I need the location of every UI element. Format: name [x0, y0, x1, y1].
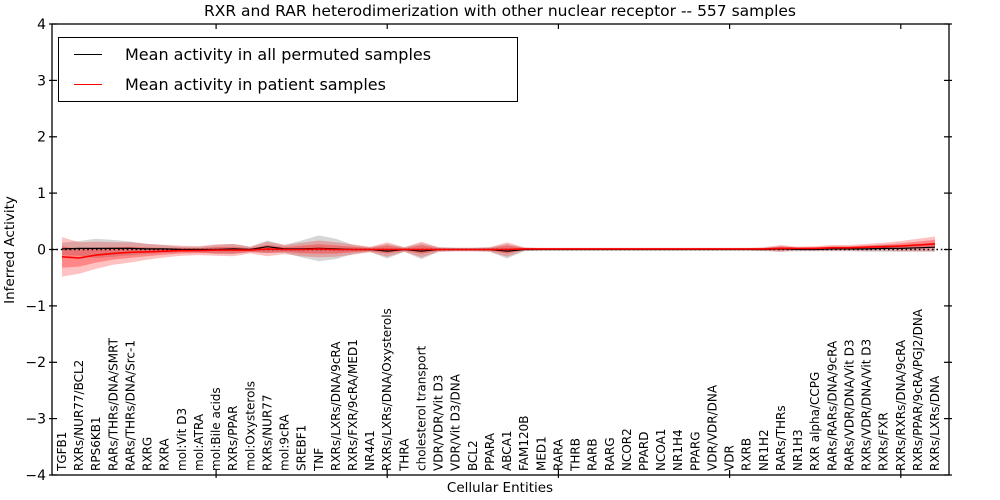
category-label: PPARD [637, 432, 651, 472]
category-label: RARG [603, 437, 617, 471]
category-label: mol:Vit D3 [175, 408, 189, 471]
category-label: VDR [723, 445, 737, 471]
category-label: VDR/VDR/DNA [706, 384, 720, 471]
category-label: BCL2 [466, 440, 480, 471]
legend-line-red-icon [74, 83, 102, 85]
category-label: RARs/VDR/DNA/Vit D3 [842, 339, 856, 471]
x-axis-title: Cellular Entities [447, 480, 553, 496]
category-label: RARB [586, 438, 600, 471]
category-label: RXRs/FXR/9cRA/MED1 [346, 339, 360, 471]
patient-inner-band [62, 239, 935, 268]
category-label: RPS6KB1 [89, 416, 103, 471]
patient-mean-line [61, 243, 936, 259]
legend-item-permuted: Mean activity in all permuted samples [59, 42, 517, 68]
category-label: cholesterol transport [415, 345, 429, 471]
ticks-layer [49, 23, 952, 478]
category-label: NR1H4 [671, 429, 685, 471]
category-label: RXRs/LXRs/DNA/Oxysterols [380, 308, 394, 471]
y-tick-label: −4 [25, 468, 46, 484]
permuted-std-band [62, 235, 935, 262]
category-label: ABCA1 [500, 431, 514, 471]
y-tick-label: 2 [37, 130, 46, 146]
category-label: NR1H2 [757, 429, 771, 471]
category-label: RARs/THRs [774, 405, 788, 471]
category-label: RXRA [158, 438, 172, 471]
category-label: RXRs/LXRs/DNA [928, 375, 942, 471]
y-axis-title: Inferred Activity [2, 196, 18, 304]
category-label: RXRs/VDR/DNA/Vit D3 [860, 339, 874, 471]
legend-item-patient: Mean activity in patient samples [59, 71, 517, 97]
lines-layer [52, 243, 949, 259]
category-label: NCOA1 [654, 429, 668, 471]
category-label: TNF [312, 448, 326, 472]
category-label: PPARG [688, 431, 702, 471]
category-label: mol:Bile acids [209, 387, 223, 471]
y-tick-label: 1 [37, 186, 46, 202]
category-label: VDR/Vit D3/DNA [449, 373, 463, 471]
category-label: RXRB [740, 438, 754, 471]
labels-layer: 4 3 2 1 0 −1 −2 −3 −4 TGFB1 RXRs/NUR77/BCL2 RPS6KB1… [25, 17, 942, 484]
y-tick-label: −3 [25, 412, 46, 428]
y-tick-label: 4 [37, 17, 46, 33]
category-label: NCOR2 [620, 428, 634, 471]
category-label: RXRs/LXRs/DNA/9cRA [329, 341, 343, 471]
legend: Mean activity in all permuted samples Me… [58, 37, 518, 102]
category-label: THRA [397, 438, 411, 472]
category-label: FAM120B [517, 416, 531, 472]
patient-std-band [62, 236, 935, 277]
y-tick-label: −2 [25, 355, 46, 371]
legend-label-patient: Mean activity in patient samples [125, 74, 386, 94]
category-label: mol:Oxysterols [243, 381, 257, 471]
category-label: RXRG [141, 437, 155, 471]
category-label: RXRs/NUR77/BCL2 [72, 360, 86, 471]
category-label: RXRs/PPAR [226, 406, 240, 471]
category-label: mol:9cRA [278, 414, 292, 471]
category-label: RARA [551, 438, 565, 471]
category-label: RARs/RARs/DNA/9cRA [825, 340, 839, 471]
category-label: TGFB1 [55, 432, 69, 472]
category-label: SREBF1 [295, 425, 309, 471]
category-label: RXR alpha/CCPG [808, 372, 822, 471]
category-label: RARs/THRs/DNA/SMRT [106, 337, 120, 471]
chart-title: RXR and RAR heterodimerization with othe… [204, 2, 796, 20]
category-label: NR4A1 [363, 430, 377, 471]
y-tick-label: 0 [37, 242, 46, 258]
category-label: RXRs/PPAR/9cRA/PGJ2/DNA [911, 308, 925, 471]
category-label: RXRs/NUR77 [260, 394, 274, 471]
category-label: RXRs/FXR [877, 412, 891, 471]
bands-layer [62, 235, 935, 277]
category-label: NR1H3 [791, 429, 805, 471]
y-tick-label: 3 [37, 73, 46, 89]
legend-label-permuted: Mean activity in all permuted samples [125, 45, 432, 65]
category-label: mol:ATRA [192, 413, 206, 471]
category-label: THRB [569, 438, 583, 472]
legend-line-black-icon [74, 54, 102, 56]
category-label: MED1 [534, 436, 548, 471]
category-label: VDR/VDR/Vit D3 [432, 375, 446, 471]
category-label: RARs/THRs/DNA/Src-1 [124, 340, 138, 471]
category-label: RXRs/RXRs/DNA/9cRA [894, 339, 908, 471]
y-tick-label: −1 [25, 299, 46, 315]
category-label: PPARA [483, 432, 497, 471]
